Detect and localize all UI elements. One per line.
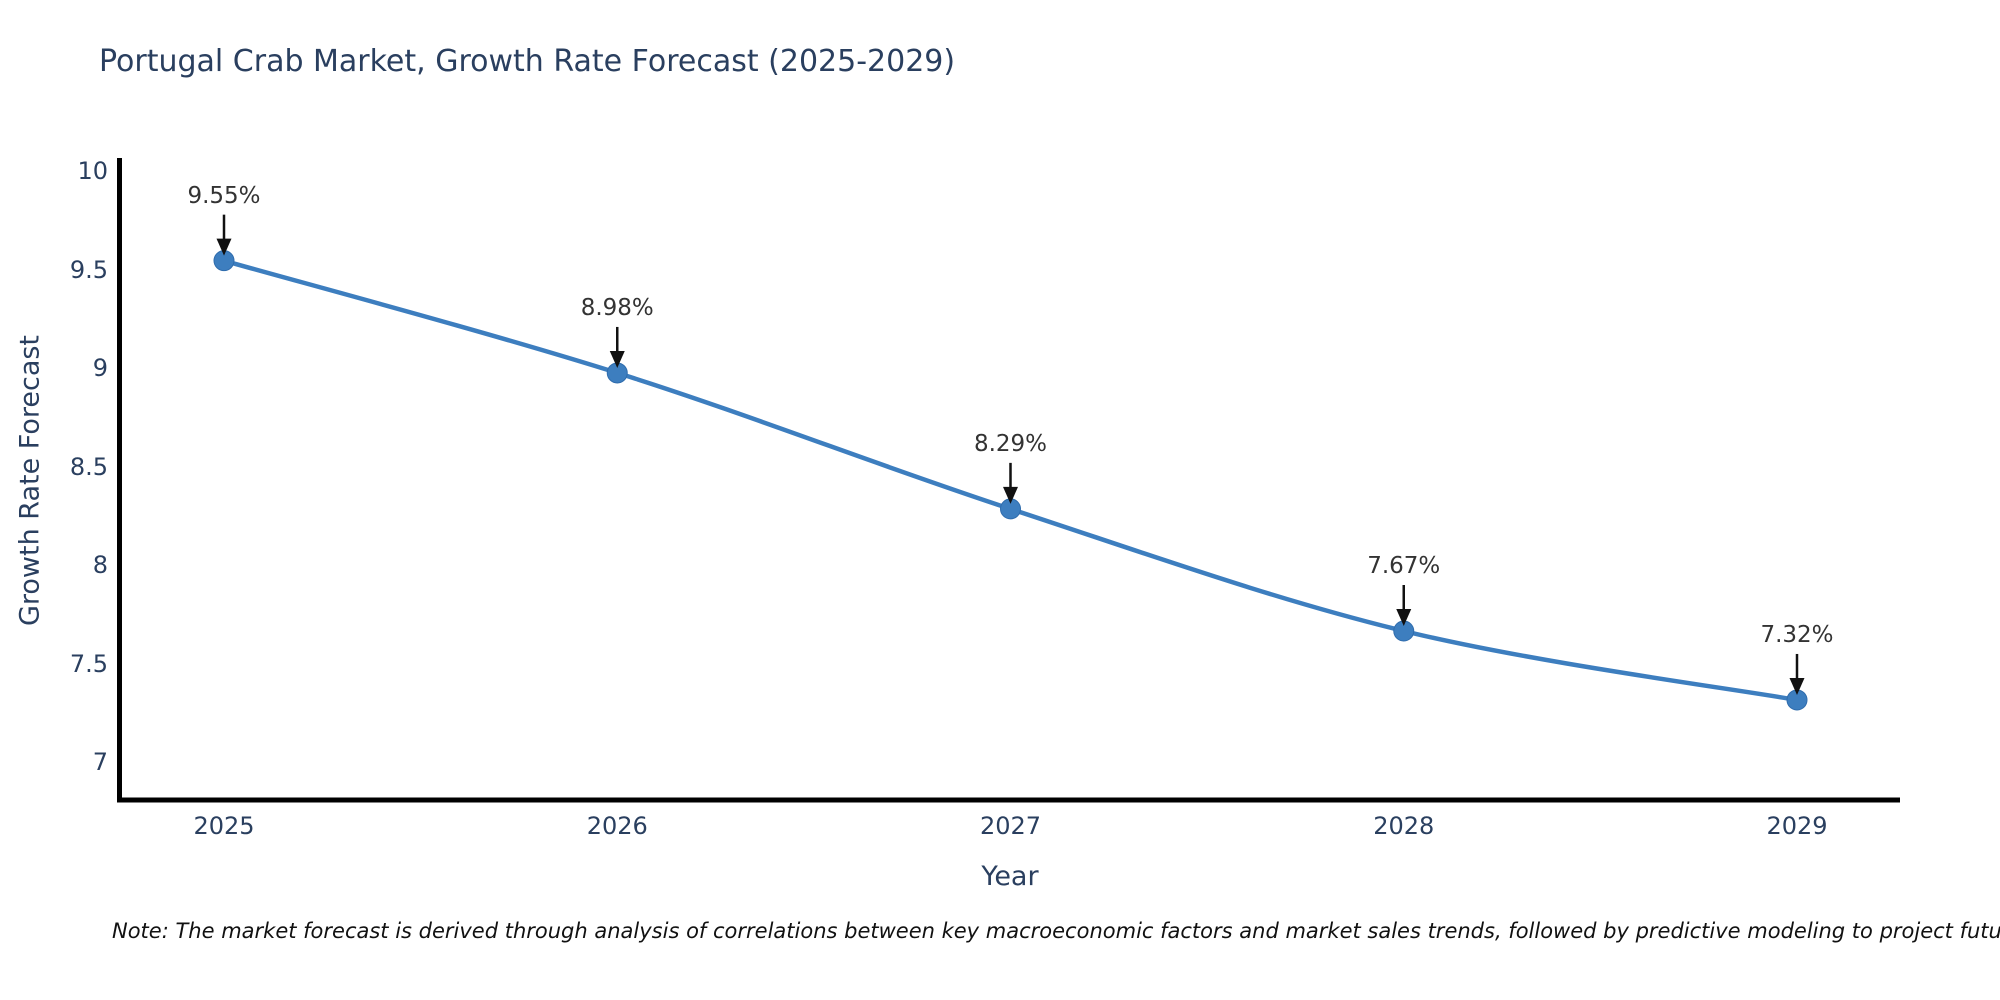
annotation-arrowhead xyxy=(1003,486,1018,504)
y-tick-label: 7.5 xyxy=(69,649,108,678)
point-value-label: 9.55% xyxy=(187,182,261,209)
point-value-label: 7.67% xyxy=(1367,553,1441,579)
annotation-arrowhead xyxy=(609,350,625,368)
x-tick-label: 2025 xyxy=(193,812,255,840)
x-tick-label: 2026 xyxy=(586,812,648,840)
y-tick-label: 10 xyxy=(77,157,108,185)
y-tick-label: 8.5 xyxy=(69,452,108,481)
x-axis-title: Year xyxy=(981,861,1039,892)
annotation-arrowhead xyxy=(216,238,232,256)
annotation-arrowhead xyxy=(1396,609,1412,627)
point-value-label: 8.29% xyxy=(973,430,1048,457)
y-tick-label: 9.5 xyxy=(69,255,108,284)
chart-title: Portugal Crab Market, Growth Rate Foreca… xyxy=(99,44,956,79)
point-value-label: 7.32% xyxy=(1760,621,1834,648)
y-tick-label: 9 xyxy=(92,354,108,382)
annotation-arrowhead xyxy=(1789,677,1805,695)
x-tick-label: 2027 xyxy=(979,812,1042,840)
point-value-label: 8.98% xyxy=(580,294,654,321)
y-tick-label: 7 xyxy=(92,748,108,776)
y-tick-label: 8 xyxy=(92,551,108,579)
x-tick-label: 2029 xyxy=(1766,812,1828,840)
footnote: Note: The market forecast is derived thr… xyxy=(112,919,2000,943)
x-tick-label: 2028 xyxy=(1373,812,1435,840)
